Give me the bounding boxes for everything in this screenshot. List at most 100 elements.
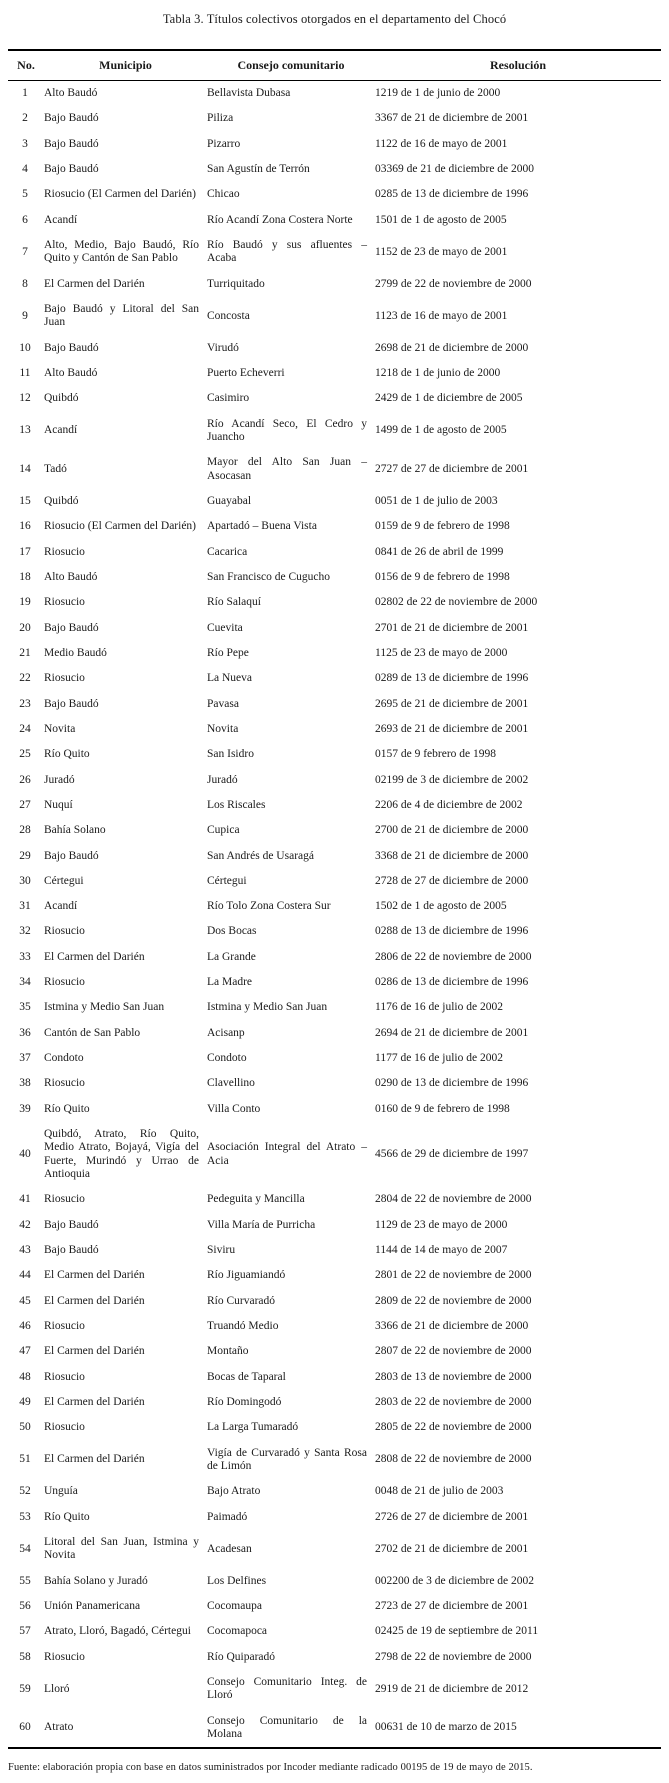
resolucion-cell: 0289 de 13 de diciembre de 1996 (375, 672, 529, 685)
consejo-comunitario-cell: Asociación Integral del Atrato – Acia (207, 1141, 367, 1167)
municipio-cell: Río Quito (44, 1102, 90, 1115)
row-number-cell: 29 (19, 849, 31, 862)
consejo-comunitario-cell: La Madre (207, 976, 253, 989)
row-number-cell: 16 (19, 520, 31, 533)
consejo-comunitario-cell: Villa Conto (207, 1102, 261, 1115)
row-number-cell: 39 (19, 1102, 31, 1115)
consejo-comunitario-cell: Pavasa (207, 697, 239, 710)
consejo-comunitario-cell: Río Curvaradó (207, 1294, 276, 1307)
row-number-cell: 52 (19, 1485, 31, 1498)
row-number-cell: 9 (22, 309, 28, 322)
consejo-comunitario-cell: Paimadó (207, 1510, 248, 1523)
table-row: 48 Riosucio Bocas de Taparal 2803 de 13 de … (8, 1365, 661, 1390)
resolucion-cell: 1502 de 1 de agosto de 2005 (375, 900, 507, 913)
row-number-cell: 17 (19, 545, 31, 558)
row-number-cell: 1 (22, 87, 28, 99)
consejo-comunitario-cell: San Andrés de Usaragá (207, 849, 314, 862)
consejo-comunitario-cell: Cuevita (207, 621, 243, 634)
municipio-cell: Cantón de San Pablo (44, 1026, 141, 1039)
municipio-cell: Riosucio (44, 1421, 85, 1434)
row-number-cell: 47 (19, 1345, 31, 1358)
row-number-cell: 36 (19, 1026, 31, 1039)
consejo-comunitario-cell: Virudó (207, 341, 239, 354)
row-number-cell: 41 (19, 1193, 31, 1206)
municipio-cell: El Carmen del Darién (44, 1453, 145, 1466)
source-note: Fuente: elaboración propia con base en d… (8, 1762, 533, 1774)
row-number-cell: 60 (19, 1721, 31, 1734)
row-number-cell: 44 (19, 1269, 31, 1282)
resolucion-cell: 2809 de 22 de noviembre de 2000 (375, 1294, 532, 1307)
resolucion-cell: 1499 de 1 de agosto de 2005 (375, 424, 507, 437)
resolucion-cell: 1152 de 23 de mayo de 2001 (375, 245, 508, 258)
municipio-cell: El Carmen del Darién (44, 277, 145, 290)
municipio-cell: Alto Baudó (44, 366, 98, 379)
table-row: 52 Unguía Bajo Atrato 0048 de 21 de julio d… (8, 1479, 661, 1504)
consejo-comunitario-cell: Vigía de Curvaradó y Santa Rosa de Limón (207, 1446, 367, 1473)
consejo-comunitario-cell: Río Domingodó (207, 1396, 282, 1409)
municipio-cell: Riosucio (El Carmen del Darién) (44, 520, 197, 533)
row-number-cell: 53 (19, 1510, 31, 1523)
row-number-cell: 54 (19, 1542, 31, 1555)
table-row: 7 Alto, Medio, Bajo Baudó, Río Quito y Ca… (8, 233, 661, 272)
consejo-comunitario-cell: Bocas de Taparal (207, 1370, 286, 1383)
municipio-cell: Alto, Medio, Bajo Baudó, Río Quito y Can… (44, 238, 199, 265)
resolucion-cell: 0157 de 9 febrero de 1998 (375, 748, 497, 761)
municipio-cell: Quibdó, Atrato, Río Quito, Medio Atrato,… (44, 1128, 199, 1181)
consejo-comunitario-cell: Piliza (207, 112, 234, 125)
consejo-comunitario-cell: San Francisco de Cugucho (207, 570, 330, 583)
resolucion-cell: 1219 de 1 de junio de 2000 (375, 87, 501, 99)
resolucion-cell: 2429 de 1 de diciembre de 2005 (375, 392, 523, 405)
resolucion-cell: 1144 de 14 de mayo de 2007 (375, 1244, 508, 1257)
table-row: 49 El Carmen del Darién Río Domingodó 2803 … (8, 1390, 661, 1415)
table-row: 37 Condoto Condoto 1177 de 16 de julio de 2… (8, 1046, 661, 1071)
table-row: 12 Quibdó Casimiro 2429 de 1 de diciembre d… (8, 386, 661, 411)
resolucion-cell: 1501 de 1 de agosto de 2005 (375, 213, 507, 226)
table-row: 4 Bajo Baudó San Agustín de Terrón 03369 de… (8, 157, 661, 182)
row-number-cell: 38 (19, 1077, 31, 1090)
consejo-comunitario-cell: Truandó Medio (207, 1320, 279, 1333)
consejo-comunitario-cell: La Grande (207, 950, 256, 963)
table-row: 13 Acandí Río Acandí Seco, El Cedro y Juan… (8, 412, 661, 451)
resolucion-cell: 02802 de 22 de noviembre de 2000 (375, 596, 538, 609)
resolucion-cell: 2799 de 22 de noviembre de 2000 (375, 277, 532, 290)
row-number-cell: 3 (22, 137, 28, 150)
consejo-comunitario-cell: Istmina y Medio San Juan (207, 1001, 328, 1014)
table-row: 34 Riosucio La Madre 0286 de 13 de diciembr… (8, 970, 661, 995)
resolucion-cell: 02199 de 3 de diciembre de 2002 (375, 773, 529, 786)
table-row: 14 Tadó Mayor del Alto San Juan – Asocasan… (8, 450, 661, 489)
municipio-cell: Bajo Baudó (44, 1244, 99, 1257)
table-row: 21 Medio Baudó Río Pepe 1125 de 23 de mayo … (8, 641, 661, 666)
column-header-no: No. (8, 50, 44, 81)
table-caption: Tabla 3. Títulos colectivos otorgados en… (162, 12, 507, 26)
row-number-cell: 23 (19, 697, 31, 710)
table-row: 43 Bajo Baudó Siviru 1144 de 14 de mayo de … (8, 1238, 661, 1263)
consejo-comunitario-cell: Los Delfines (207, 1574, 267, 1587)
table-row: 41 Riosucio Pedeguita y Mancilla 2804 de 22… (8, 1187, 661, 1212)
consejo-comunitario-cell: Cacarica (207, 545, 248, 558)
resolucion-cell: 1123 de 16 de mayo de 2001 (375, 309, 508, 322)
resolucion-cell: 00631 de 10 de marzo de 2015 (375, 1721, 517, 1734)
row-number-cell: 13 (19, 424, 31, 437)
municipio-cell: Bajo Baudó (44, 341, 99, 354)
municipio-cell: Riosucio (44, 672, 85, 685)
resolucion-cell: 1122 de 16 de mayo de 2001 (375, 137, 508, 150)
consejo-comunitario-cell: Novita (207, 722, 239, 735)
table-row: 56 Unión Panamericana Cocomaupa 2723 de 27 … (8, 1594, 661, 1619)
municipio-cell: Tadó (44, 462, 67, 475)
municipio-cell: Riosucio (44, 1370, 85, 1383)
table-body: 1 Alto Baudó Bellavista Dubasa 1219 de 1 de… (8, 81, 661, 1749)
row-number-cell: 51 (19, 1453, 31, 1466)
municipio-cell: Medio Baudó (44, 646, 107, 659)
consejo-comunitario-cell: Los Riscales (207, 798, 266, 811)
resolucion-cell: 2803 de 13 de noviembre de 2000 (375, 1370, 532, 1383)
table-row: 44 El Carmen del Darién Río Jiguamiandó 280… (8, 1263, 661, 1288)
table-row: 53 Río Quito Paimadó 2726 de 27 de diciembr… (8, 1505, 661, 1530)
table-row: 23 Bajo Baudó Pavasa 2695 de 21 de diciembr… (8, 692, 661, 717)
municipio-cell: Río Quito (44, 748, 90, 761)
municipio-cell: Acandí (44, 213, 78, 226)
municipio-cell: Bajo Baudó y Litoral del San Juan (44, 302, 199, 329)
table-row: 15 Quibdó Guayabal 0051 de 1 de julio de 20… (8, 489, 661, 514)
table-row: 3 Bajo Baudó Pizarro 1122 de 16 de mayo de … (8, 132, 661, 157)
row-number-cell: 58 (19, 1650, 31, 1663)
